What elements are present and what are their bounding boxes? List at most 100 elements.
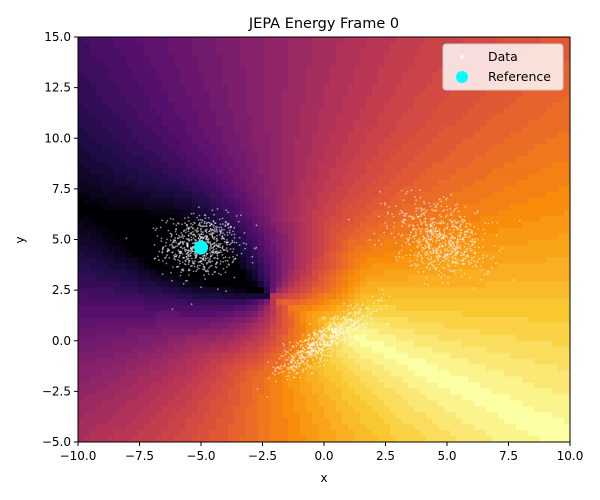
energy-cell (222, 102, 229, 110)
energy-cell (492, 173, 499, 181)
energy-cell (78, 197, 85, 205)
energy-cell (378, 346, 385, 354)
energy-cell (108, 66, 115, 74)
energy-cell (114, 156, 121, 163)
energy-cell (348, 120, 355, 127)
energy-cell (192, 394, 199, 401)
energy-cell (324, 191, 331, 199)
energy-cell (510, 328, 517, 336)
energy-cell (330, 114, 337, 121)
energy-cell (498, 322, 505, 330)
energy-cell (240, 78, 247, 86)
energy-cell (222, 72, 229, 80)
energy-cell (84, 239, 91, 247)
energy-cell (144, 150, 151, 157)
energy-cell (156, 281, 163, 288)
energy-cell (384, 150, 391, 157)
energy-cell (228, 400, 235, 407)
energy-cell (180, 418, 187, 425)
energy-cell (258, 168, 265, 175)
energy-cell (192, 346, 199, 354)
energy-cell (336, 340, 343, 348)
energy-cell (318, 370, 325, 378)
energy-cell (156, 168, 163, 175)
energy-cell (198, 102, 205, 110)
energy-cell (480, 263, 487, 270)
energy-cell (408, 352, 415, 360)
energy-cell (162, 120, 169, 127)
energy-cell (438, 126, 445, 133)
energy-cell (102, 281, 109, 288)
energy-cell (114, 257, 121, 264)
energy-cell (132, 418, 139, 425)
energy-cell (258, 418, 265, 425)
energy-cell (348, 173, 355, 181)
energy-cell (234, 156, 241, 163)
energy-cell (192, 185, 199, 193)
energy-cell (180, 179, 187, 187)
energy-cell (210, 185, 217, 193)
energy-cell (228, 382, 235, 389)
energy-cell (426, 144, 433, 151)
energy-cell (300, 418, 307, 425)
energy-cell (354, 406, 361, 413)
energy-cell (390, 66, 397, 74)
energy-cell (432, 60, 439, 68)
energy-cell (498, 90, 505, 98)
energy-cell (372, 370, 379, 378)
energy-cell (228, 102, 235, 110)
energy-cell (282, 322, 289, 330)
energy-cell (210, 84, 217, 92)
energy-cell (150, 257, 157, 264)
energy-cell (270, 251, 277, 258)
energy-cell (174, 48, 181, 56)
energy-cell (84, 37, 91, 44)
energy-cell (120, 48, 127, 56)
energy-cell (510, 197, 517, 205)
energy-cell (168, 418, 175, 425)
energy-cell (156, 132, 163, 139)
energy-cell (222, 328, 229, 336)
energy-cell (516, 138, 523, 145)
energy-cell (396, 346, 403, 354)
energy-cell (270, 328, 277, 336)
energy-cell (426, 257, 433, 264)
energy-cell (156, 388, 163, 395)
energy-cell (312, 102, 319, 110)
energy-cell (504, 173, 511, 181)
energy-cell (288, 227, 295, 235)
energy-cell (138, 54, 145, 62)
energy-cell (150, 370, 157, 378)
energy-cell (486, 352, 493, 360)
energy-cell (330, 173, 337, 181)
energy-cell (312, 227, 319, 235)
energy-cell (126, 275, 133, 282)
energy-cell (396, 179, 403, 187)
energy-cell (378, 400, 385, 407)
energy-cell (318, 436, 325, 442)
energy-cell (342, 424, 349, 431)
energy-cell (216, 275, 223, 282)
energy-cell (132, 114, 139, 121)
energy-cell (318, 316, 325, 324)
energy-cell (420, 162, 427, 169)
energy-cell (174, 132, 181, 139)
energy-cell (126, 102, 133, 110)
energy-cell (300, 275, 307, 282)
energy-cell (84, 436, 91, 442)
energy-cell (336, 269, 343, 276)
energy-cell (438, 179, 445, 187)
energy-cell (438, 150, 445, 157)
energy-cell (294, 418, 301, 425)
energy-cell (174, 400, 181, 407)
energy-cell (342, 394, 349, 401)
energy-cell (516, 209, 523, 217)
energy-cell (312, 370, 319, 378)
energy-cell (96, 120, 103, 127)
energy-cell (516, 144, 523, 151)
energy-cell (138, 287, 145, 294)
energy-cell (474, 185, 481, 193)
energy-cell (78, 436, 85, 442)
energy-cell (396, 90, 403, 98)
energy-cell (438, 233, 445, 241)
